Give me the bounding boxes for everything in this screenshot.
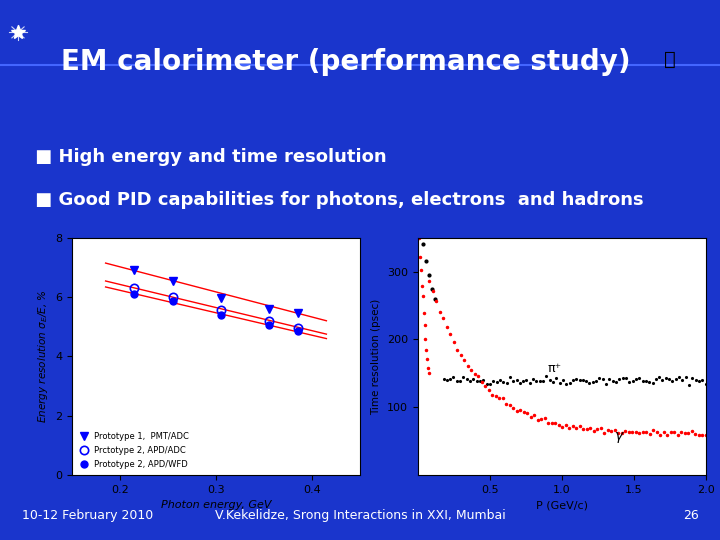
Prctotype 2, APD/ADC xyxy=(168,294,177,300)
Prototype 1,  PMT/ADC xyxy=(217,295,225,302)
Prototype 2, APD/WFD xyxy=(264,322,273,328)
Prototype 2, APD/WFD xyxy=(293,328,302,334)
Text: V.Kekelidze, Srong Interactions in XXI, Mumbai: V.Kekelidze, Srong Interactions in XXI, … xyxy=(215,509,505,522)
Prctotype 2, APD/ADC xyxy=(293,325,302,332)
Prctotype 2, APD/ADC xyxy=(264,318,273,324)
Text: 10-12 February 2010: 10-12 February 2010 xyxy=(22,509,153,522)
X-axis label: P (GeV/c): P (GeV/c) xyxy=(536,501,588,510)
Text: ■ Good PID capabilities for photons, electrons  and hadrons: ■ Good PID capabilities for photons, ele… xyxy=(29,191,644,208)
Legend: Prototype 1,  PMT/ADC, Prctotype 2, APD/ADC, Prototype 2, APD/WFD: Prototype 1, PMT/ADC, Prctotype 2, APD/A… xyxy=(76,431,190,471)
Line: Prototype 2, APD/WFD: Prototype 2, APD/WFD xyxy=(131,291,301,335)
Text: 🔬: 🔬 xyxy=(664,50,675,69)
Prototype 2, APD/WFD xyxy=(217,312,225,318)
Text: γ: γ xyxy=(615,429,624,443)
Text: EM calorimeter (performance study): EM calorimeter (performance study) xyxy=(60,48,631,76)
Y-axis label: Time resolution (psec): Time resolution (psec) xyxy=(372,298,381,415)
Prototype 2, APD/WFD xyxy=(168,298,177,305)
Prototype 1,  PMT/ADC xyxy=(168,278,177,284)
Prototype 1,  PMT/ADC xyxy=(293,310,302,316)
Prototype 1,  PMT/ADC xyxy=(264,306,273,312)
Prctotype 2, APD/ADC xyxy=(217,307,225,314)
Line: Prototype 1,  PMT/ADC: Prototype 1, PMT/ADC xyxy=(130,266,302,318)
Y-axis label: Energy resolution $\sigma_E$/E, %: Energy resolution $\sigma_E$/E, % xyxy=(35,289,50,423)
Prototype 2, APD/WFD xyxy=(130,291,139,297)
Prctotype 2, APD/ADC xyxy=(130,285,139,291)
Text: 26: 26 xyxy=(683,509,698,522)
Prototype 1,  PMT/ADC xyxy=(130,267,139,273)
Text: ■ High energy and time resolution: ■ High energy and time resolution xyxy=(29,148,387,166)
Text: π⁺: π⁺ xyxy=(547,362,562,375)
Line: Prctotype 2, APD/ADC: Prctotype 2, APD/ADC xyxy=(130,284,302,332)
X-axis label: Photon energy, GeV: Photon energy, GeV xyxy=(161,501,271,510)
